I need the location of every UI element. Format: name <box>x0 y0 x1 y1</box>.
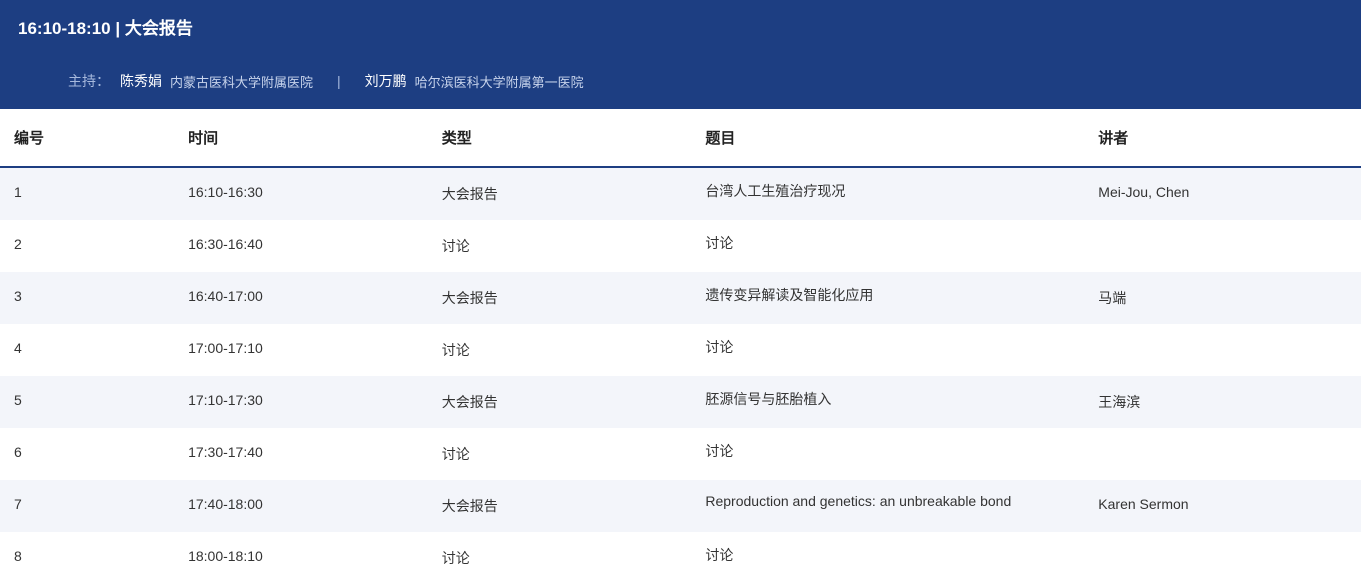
moderator-affiliation: 哈尔滨医科大学附属第一医院 <box>415 72 584 91</box>
session-header: 16:10-18:10 | 大会报告 主持： 陈秀娟 内蒙古医科大学附属医院 |… <box>0 0 1361 109</box>
session-title: 16:10-18:10 | 大会报告 <box>0 0 1361 53</box>
column-header-type: 类型 <box>442 127 706 148</box>
cell-num: 7 <box>14 496 188 516</box>
cell-num: 2 <box>14 236 188 256</box>
table-body: 116:10-16:30大会报告台湾人工生殖治疗现况Mei-Jou, Chen2… <box>0 168 1361 584</box>
cell-num: 4 <box>14 340 188 360</box>
cell-time: 18:00-18:10 <box>188 548 442 568</box>
cell-type: 大会报告 <box>442 184 706 204</box>
table-row: 216:30-16:40讨论讨论 <box>0 220 1361 272</box>
cell-num: 8 <box>14 548 188 568</box>
cell-title: Reproduction and genetics: an unbreakabl… <box>705 493 1098 513</box>
cell-num: 6 <box>14 444 188 464</box>
moderator-affiliation: 内蒙古医科大学附属医院 <box>170 72 313 91</box>
cell-time: 16:40-17:00 <box>188 288 442 308</box>
table-header-row: 编号 时间 类型 题目 讲者 <box>0 109 1361 168</box>
moderator-separator: | <box>337 73 341 89</box>
table-row: 116:10-16:30大会报告台湾人工生殖治疗现况Mei-Jou, Chen <box>0 168 1361 220</box>
table-row: 617:30-17:40讨论讨论 <box>0 428 1361 480</box>
cell-type: 讨论 <box>442 236 706 256</box>
cell-speaker <box>1098 340 1347 360</box>
cell-time: 17:40-18:00 <box>188 496 442 516</box>
table-row: 818:00-18:10讨论讨论 <box>0 532 1361 584</box>
cell-title: 讨论 <box>705 545 1098 565</box>
table-row: 417:00-17:10讨论讨论 <box>0 324 1361 376</box>
cell-num: 5 <box>14 392 188 412</box>
moderator-name: 刘万鹏 <box>365 71 407 91</box>
cell-speaker: 马端 <box>1098 288 1347 308</box>
moderator-name: 陈秀娟 <box>120 71 162 91</box>
cell-title: 讨论 <box>705 233 1098 253</box>
cell-type: 大会报告 <box>442 288 706 308</box>
cell-title: 讨论 <box>705 441 1098 461</box>
cell-title: 胚源信号与胚胎植入 <box>705 389 1098 409</box>
cell-type: 大会报告 <box>442 392 706 412</box>
cell-time: 16:10-16:30 <box>188 184 442 204</box>
moderators-label: 主持： <box>68 71 110 91</box>
table-row: 717:40-18:00大会报告Reproduction and genetic… <box>0 480 1361 532</box>
table-row: 316:40-17:00大会报告遗传变异解读及智能化应用马端 <box>0 272 1361 324</box>
schedule-table: 编号 时间 类型 题目 讲者 116:10-16:30大会报告台湾人工生殖治疗现… <box>0 109 1361 584</box>
cell-speaker <box>1098 444 1347 464</box>
cell-speaker: 王海滨 <box>1098 392 1347 412</box>
cell-time: 16:30-16:40 <box>188 236 442 256</box>
cell-title: 台湾人工生殖治疗现况 <box>705 181 1098 201</box>
cell-speaker <box>1098 548 1347 568</box>
cell-num: 3 <box>14 288 188 308</box>
cell-time: 17:00-17:10 <box>188 340 442 360</box>
table-row: 517:10-17:30大会报告胚源信号与胚胎植入王海滨 <box>0 376 1361 428</box>
cell-type: 讨论 <box>442 444 706 464</box>
cell-type: 讨论 <box>442 340 706 360</box>
cell-title: 遗传变异解读及智能化应用 <box>705 285 1098 305</box>
cell-num: 1 <box>14 184 188 204</box>
cell-speaker <box>1098 236 1347 256</box>
cell-title: 讨论 <box>705 337 1098 357</box>
cell-speaker: Karen Sermon <box>1098 496 1347 516</box>
column-header-speaker: 讲者 <box>1098 127 1347 148</box>
cell-speaker: Mei-Jou, Chen <box>1098 184 1347 204</box>
moderators-row: 主持： 陈秀娟 内蒙古医科大学附属医院 | 刘万鹏 哈尔滨医科大学附属第一医院 <box>0 53 1361 109</box>
cell-type: 讨论 <box>442 548 706 568</box>
cell-time: 17:10-17:30 <box>188 392 442 412</box>
column-header-num: 编号 <box>14 127 188 148</box>
column-header-title: 题目 <box>705 127 1098 148</box>
cell-time: 17:30-17:40 <box>188 444 442 464</box>
column-header-time: 时间 <box>188 127 442 148</box>
cell-type: 大会报告 <box>442 496 706 516</box>
